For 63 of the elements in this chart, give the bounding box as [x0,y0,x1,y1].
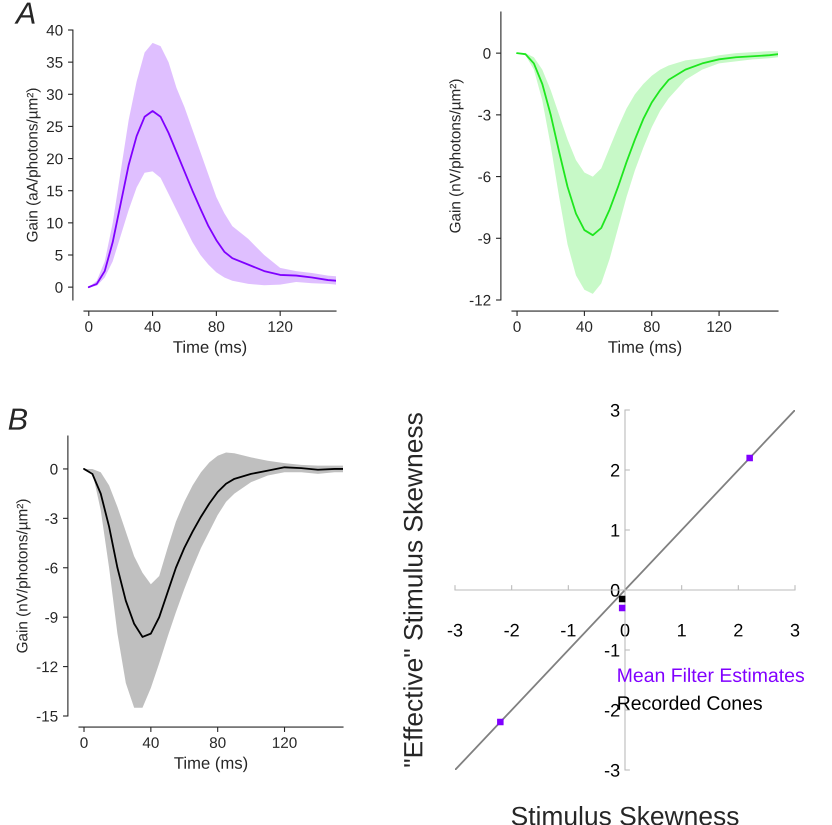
y-tick-label: 30 [46,89,63,100]
y-tick-label: 0 [50,464,58,475]
y-tick-label: -6 [478,171,490,182]
x-tick-label: 2 [734,624,742,636]
y-tick-label: 25 [46,121,63,132]
x-tick-label: 3 [790,624,800,637]
x-tick-label: 1 [678,624,686,636]
x-axis-title: Stimulus Skewness [512,806,738,825]
text: Recorded Cones [618,696,762,710]
y-tick-label: -12 [36,661,58,672]
line-series [88,110,336,288]
x-axis-title: Time (ms) [173,340,246,356]
x-tick-label: 0 [80,737,88,748]
y-axis-title: "Effective" Stimulus Skewness [403,413,423,767]
y-tick-label: -6 [45,562,58,574]
text: Mean Filter Estimates [618,668,804,682]
x-axis-title: Time (ms) [608,340,682,356]
text: A [14,2,35,24]
point [618,596,626,602]
y-tick-label: 5 [55,250,63,261]
y-axis-title: Gain (nV/photons/µm²) [16,500,31,653]
line-series [83,466,343,638]
y-tick-label: 0 [55,282,63,293]
x-tick-label: -3 [448,624,462,637]
x-tick-label: 120 [707,321,732,332]
x-tick-label: 80 [208,321,224,332]
y-tick-label: 1 [611,524,620,537]
y-tick-label: -15 [36,711,58,722]
y-tick-label: -3 [604,764,620,777]
x-tick-label: 120 [268,321,292,332]
y-tick-label: 10 [47,218,63,229]
y-tick-label: -9 [478,233,490,244]
point [497,718,504,726]
y-tick-label: 40 [46,24,63,36]
y-tick-label: 20 [46,153,63,164]
point [746,454,753,462]
x-tick-label: 80 [210,737,226,748]
y-tick-label: -1 [604,644,620,657]
point [618,604,626,612]
x-tick-label: 120 [272,737,297,748]
y-tick-label: -2 [604,704,620,717]
y-tick-label: 15 [47,186,63,196]
y-tick-label: 3 [610,404,620,417]
y-tick-label: -9 [45,612,58,623]
x-tick-label: -1 [561,624,576,636]
text: B [8,408,28,430]
y-tick-label: -3 [45,513,58,524]
y-tick-label: -12 [470,294,490,306]
line-series [516,52,778,236]
y-axis-title: Gain (nV/photons/µm²) [449,80,464,233]
y-tick-label: 0 [483,48,491,59]
x-tick-label: 40 [144,321,160,332]
x-axis-title: Time (ms) [174,756,248,772]
x-tick-label: 40 [576,321,592,332]
y-axis-title: Gain (aA/photons/µm²) [26,88,41,242]
x-tick-label: 40 [142,737,159,748]
y-tick-label: 35 [46,57,63,68]
y-tick-label: 2 [611,464,620,477]
x-tick-label: 0 [513,321,521,332]
x-tick-label: -2 [504,624,519,636]
y-tick-label: -3 [478,110,490,121]
x-tick-label: 80 [644,321,660,332]
x-tick-label: 0 [85,321,92,332]
